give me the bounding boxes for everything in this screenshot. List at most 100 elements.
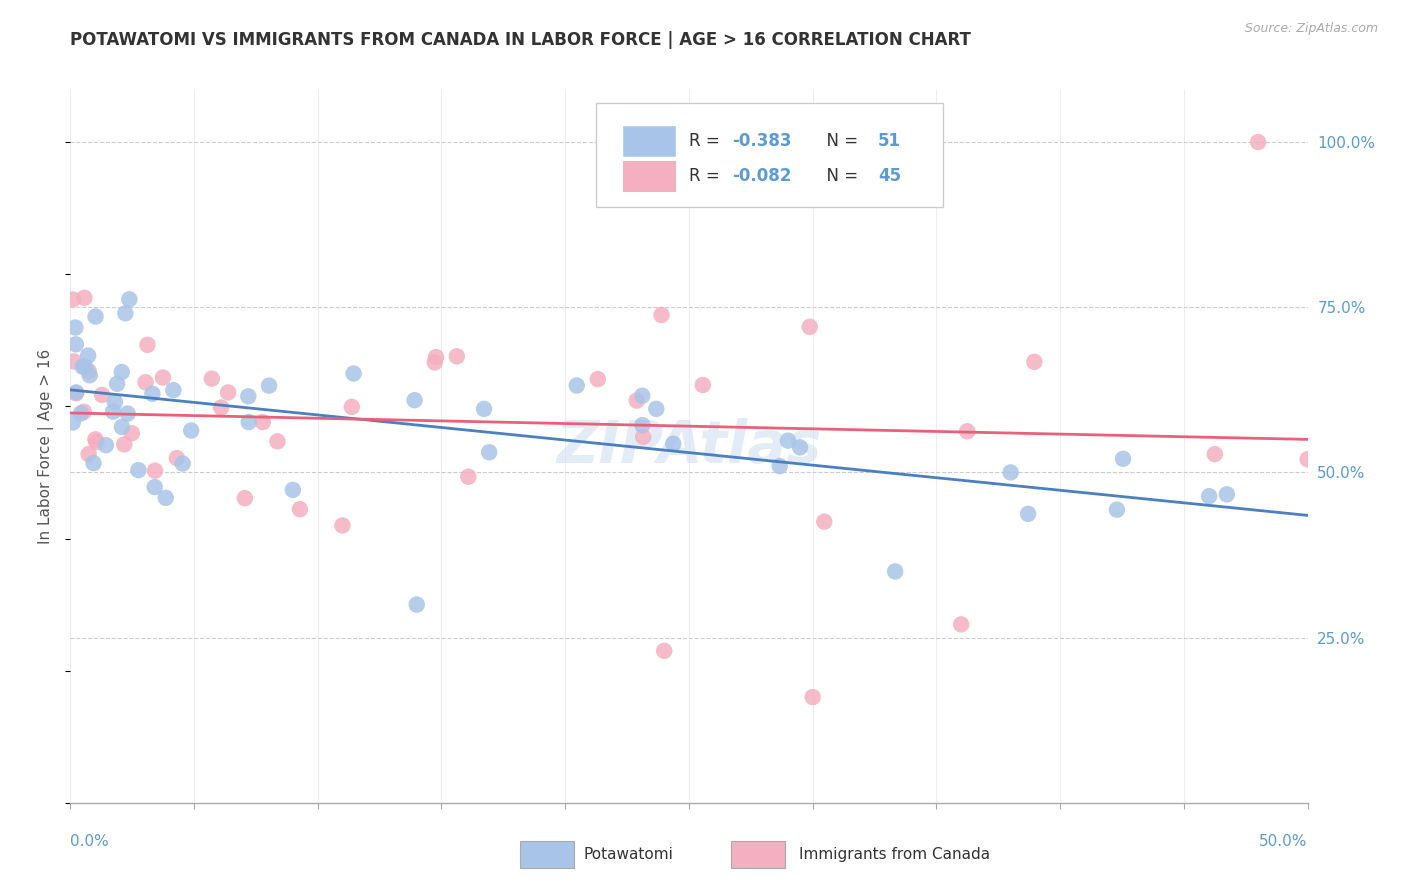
Point	[65, 337, 87, 351]
Point	[1105, 502, 1128, 516]
Point	[1198, 489, 1220, 503]
Point	[209, 401, 232, 415]
Point	[1296, 452, 1319, 467]
Point	[799, 319, 821, 334]
Point	[631, 430, 654, 444]
Point	[1024, 355, 1046, 369]
Point	[62, 354, 84, 368]
Point	[91, 388, 114, 402]
Point	[143, 464, 166, 478]
Point	[84, 432, 107, 446]
Point	[252, 415, 274, 429]
Point	[631, 418, 654, 433]
Text: 50.0%: 50.0%	[1260, 834, 1308, 849]
Point	[201, 371, 224, 385]
Point	[238, 389, 260, 403]
Point	[111, 420, 134, 434]
Point	[769, 459, 792, 474]
Text: N =: N =	[817, 132, 863, 150]
Point	[117, 407, 139, 421]
Text: -0.082: -0.082	[733, 168, 792, 186]
Point	[1112, 451, 1135, 466]
Point	[65, 385, 87, 400]
Point	[70, 407, 93, 421]
Point	[257, 378, 280, 392]
Point	[631, 389, 654, 403]
Point	[77, 349, 100, 363]
Point	[79, 368, 101, 383]
Point	[112, 437, 135, 451]
Point	[457, 469, 479, 483]
Point	[152, 370, 174, 384]
Point	[72, 359, 94, 374]
Point	[626, 393, 648, 408]
Point	[233, 491, 256, 506]
Point	[65, 320, 87, 334]
Point	[114, 306, 136, 320]
Text: R =: R =	[689, 132, 725, 150]
Point	[425, 350, 447, 364]
Point	[789, 441, 811, 455]
Point	[172, 457, 194, 471]
FancyBboxPatch shape	[623, 161, 675, 191]
Point	[77, 364, 100, 378]
Point	[662, 436, 685, 450]
Point	[645, 401, 668, 416]
Point	[801, 690, 824, 704]
Point	[238, 415, 260, 429]
Point	[77, 447, 100, 461]
Text: Source: ZipAtlas.com: Source: ZipAtlas.com	[1244, 22, 1378, 36]
Point	[342, 367, 364, 381]
Point	[127, 463, 149, 477]
Point	[565, 378, 588, 392]
Point	[446, 349, 468, 363]
Point	[118, 293, 141, 307]
Point	[162, 383, 184, 397]
Point	[340, 400, 363, 414]
Point	[94, 438, 117, 452]
Point	[62, 416, 84, 430]
Point	[84, 310, 107, 324]
Point	[136, 338, 159, 352]
Text: N =: N =	[817, 168, 863, 186]
Point	[266, 434, 288, 449]
Text: 45: 45	[879, 168, 901, 186]
Text: 51: 51	[879, 132, 901, 150]
Point	[180, 424, 202, 438]
Point	[950, 617, 973, 632]
Point	[62, 293, 84, 307]
Point	[135, 376, 157, 390]
Point	[288, 502, 311, 516]
Point	[1216, 487, 1239, 501]
Point	[166, 451, 188, 466]
Y-axis label: In Labor Force | Age > 16: In Labor Force | Age > 16	[38, 349, 55, 543]
Point	[155, 491, 177, 505]
Point	[104, 395, 127, 409]
Text: ZIPAtlas: ZIPAtlas	[557, 417, 821, 475]
Point	[1204, 447, 1226, 461]
Point	[101, 404, 124, 418]
Text: POTAWATOMI VS IMMIGRANTS FROM CANADA IN LABOR FORCE | AGE > 16 CORRELATION CHART: POTAWATOMI VS IMMIGRANTS FROM CANADA IN …	[70, 31, 972, 49]
Point	[73, 291, 96, 305]
Text: 0.0%: 0.0%	[70, 834, 110, 849]
Point	[332, 518, 354, 533]
Text: R =: R =	[689, 168, 725, 186]
Point	[478, 445, 501, 459]
Point	[217, 385, 239, 400]
Point	[405, 598, 427, 612]
Text: Immigrants from Canada: Immigrants from Canada	[799, 847, 990, 862]
Point	[83, 456, 105, 470]
Point	[650, 308, 672, 322]
Point	[652, 644, 675, 658]
Point	[776, 434, 799, 448]
Point	[281, 483, 304, 497]
Point	[813, 515, 835, 529]
Point	[586, 372, 609, 386]
FancyBboxPatch shape	[596, 103, 942, 207]
Point	[141, 386, 163, 401]
Point	[956, 424, 979, 438]
Point	[423, 355, 446, 369]
Point	[84, 434, 107, 449]
Point	[1247, 135, 1270, 149]
Point	[121, 426, 143, 441]
